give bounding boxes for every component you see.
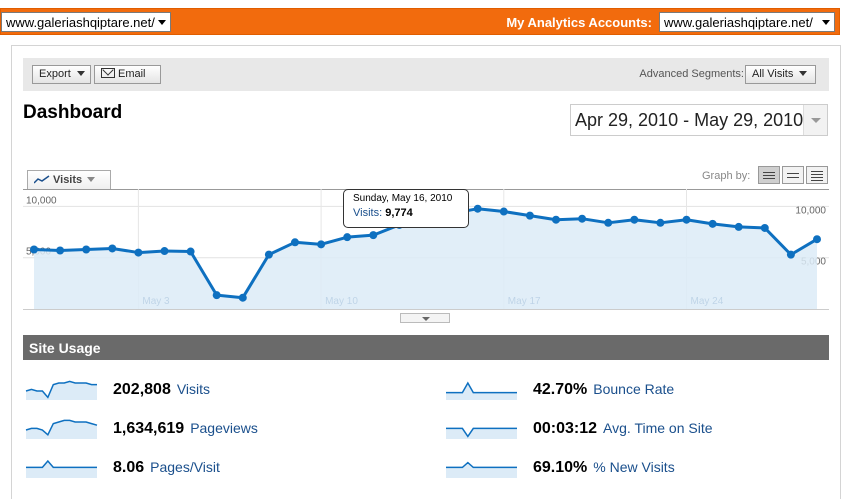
sparkline-line (446, 381, 517, 394)
stat-value: 1,634,619 Pageviews (113, 420, 258, 437)
segments-select[interactable]: All Visits (745, 65, 816, 84)
data-point (134, 248, 143, 257)
email-icon (101, 68, 115, 78)
sparkline-area (446, 383, 517, 400)
tooltip-value: 9,774 (385, 207, 413, 219)
sparkline-line (446, 461, 517, 469)
data-point (682, 215, 691, 224)
dashboard-panel: Export Email Advanced Segments: All Visi… (11, 45, 841, 499)
accounts-select[interactable]: www.galeriashqiptare.net/ (659, 12, 835, 32)
y-tick-label-right: 10,000 (795, 205, 826, 216)
tooltip-date: Sunday, May 16, 2010 (353, 193, 453, 204)
data-point (630, 215, 639, 224)
stat-value: 00:03:12 Avg. Time on Site (533, 420, 713, 437)
site-select[interactable]: www.galeriashqiptare.net/ (1, 12, 171, 32)
data-point (108, 244, 117, 253)
metric-selector-tab[interactable]: Visits (27, 170, 111, 190)
stat-value: 42.70% Bounce Rate (533, 381, 675, 398)
series-area-visits (34, 208, 817, 309)
stat-value: 8.06 Pages/Visit (113, 459, 220, 476)
data-point (343, 233, 352, 242)
data-point (656, 218, 665, 227)
data-point (473, 204, 482, 213)
data-point (238, 293, 247, 302)
graph-by-label: Graph by: (702, 170, 751, 182)
data-point (212, 291, 221, 300)
segments-value: All Visits (752, 68, 794, 80)
segments-label: Advanced Segments: (639, 68, 744, 80)
data-point (264, 250, 273, 259)
chevron-down-icon (822, 20, 830, 25)
toolbar: Export Email Advanced Segments: All Visi… (23, 58, 829, 91)
data-point (291, 238, 299, 247)
sparkline-line (446, 427, 517, 438)
accounts-label: My Analytics Accounts: (506, 15, 652, 30)
chevron-down-icon (87, 177, 96, 182)
data-point (56, 246, 65, 255)
date-range-picker[interactable]: Apr 29, 2010 - May 29, 2010 (570, 104, 828, 136)
sparkline-area (26, 420, 97, 439)
chevron-down-icon (76, 71, 85, 76)
data-point (786, 250, 795, 259)
sparkline (446, 381, 517, 400)
chart-tooltip: Sunday, May 16, 2010 Visits: 9,774 (343, 189, 469, 228)
data-point (82, 245, 91, 254)
data-point (160, 247, 169, 256)
chevron-down-icon (158, 20, 166, 25)
stat-label-link[interactable]: Visits (176, 381, 211, 397)
stat-value: 69.10%% New Visits (533, 459, 675, 476)
site-select-value: www.galeriashqiptare.net/ (6, 15, 155, 30)
stat-value: 202,808 Visits (113, 381, 211, 398)
export-button[interactable]: Export (32, 65, 91, 84)
stat-label-link[interactable]: Avg. Time on Site (603, 420, 713, 436)
sparkline-line (26, 459, 97, 469)
sparkline-area (26, 461, 97, 478)
data-point (525, 211, 534, 220)
sparkline-line (25, 419, 98, 437)
sparkline-area (446, 428, 517, 439)
data-point (734, 222, 743, 231)
site-usage-header: Site Usage (23, 335, 829, 360)
data-point (760, 223, 769, 232)
data-point (708, 219, 717, 228)
sparkline-line (25, 380, 97, 399)
sparkline-area (26, 381, 97, 400)
stat-label-link[interactable]: Pageviews (190, 420, 258, 436)
stat-label-link[interactable]: Bounce Rate (593, 381, 675, 397)
sparkline (25, 419, 98, 439)
stat-label-link[interactable]: Pages/Visit (150, 459, 220, 475)
email-label: Email (118, 68, 146, 80)
date-range-value: Apr 29, 2010 - May 29, 2010 (575, 110, 804, 130)
accounts-select-value: www.galeriashqiptare.net/ (664, 15, 813, 30)
chart-collapse-handle[interactable] (400, 313, 450, 323)
sparkline (26, 459, 97, 478)
top-bar: www.galeriashqiptare.net/ My Analytics A… (0, 8, 840, 35)
chevron-down-icon[interactable] (803, 105, 827, 135)
data-point (317, 240, 326, 249)
line-chart-icon (33, 175, 50, 184)
stat-label-link[interactable]: % New Visits (593, 459, 675, 475)
data-point (813, 235, 821, 244)
page-title: Dashboard (23, 102, 123, 123)
chevron-down-icon (799, 71, 808, 76)
export-label: Export (39, 68, 71, 80)
tooltip-metric: Visits: (353, 207, 383, 219)
data-point (186, 247, 195, 256)
graph-by-day-button[interactable] (758, 166, 780, 184)
data-point (499, 207, 508, 216)
sparkline-area (446, 462, 517, 478)
metric-tab-label: Visits (53, 174, 83, 186)
sparkline (446, 427, 517, 439)
y-tick-label-left: 10,000 (26, 195, 57, 206)
sparkline (25, 380, 97, 400)
data-point (552, 215, 560, 224)
graph-by-month-button[interactable] (806, 166, 828, 184)
data-point (604, 218, 613, 227)
data-point (369, 231, 378, 240)
email-button[interactable]: Email (94, 65, 161, 84)
sparkline (446, 461, 517, 478)
graph-by-week-button[interactable] (782, 166, 804, 184)
data-point (30, 245, 38, 254)
data-point (578, 214, 587, 223)
